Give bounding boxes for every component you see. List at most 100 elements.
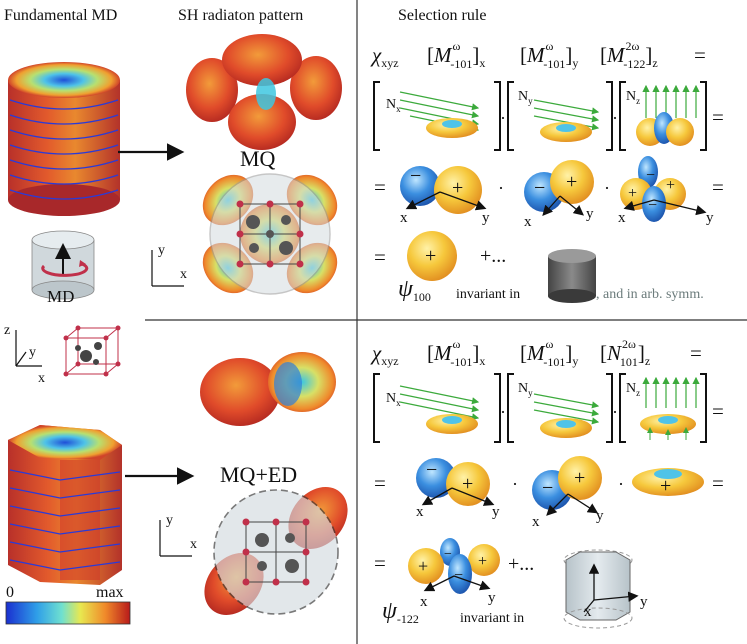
svg-text:=: = (374, 245, 386, 269)
svg-text:ψ-122: ψ-122 (382, 598, 419, 626)
svg-text:x: x (532, 514, 540, 530)
svg-text:−: − (646, 167, 655, 184)
colorbar-min-label: 0 (6, 584, 14, 601)
md-cylinder-bottom (8, 425, 122, 585)
svg-text:invariant in: invariant in (456, 287, 520, 302)
svg-text:Nx: Nx (386, 97, 401, 114)
svg-text:x: x (420, 594, 428, 610)
svg-text:=: = (712, 175, 724, 199)
grey-cylinder (548, 249, 596, 303)
svg-text:+: + (425, 245, 436, 267)
svg-text:·: · (498, 178, 504, 198)
svg-text:·: · (618, 474, 624, 494)
svg-text:[Mω-101]x: [Mω -101]x (427, 337, 485, 369)
svg-text:=: = (712, 471, 724, 495)
bottom-rule-dipoles: = − + x y · − + x y · + = (374, 456, 724, 530)
svg-text:invariant in: invariant in (460, 611, 524, 626)
svg-text:y: y (488, 590, 496, 606)
svg-text:ψ100: ψ100 (398, 276, 431, 304)
axes-xy-bottom (159, 520, 192, 557)
axis-z-label: z (4, 323, 10, 338)
svg-text:y: y (596, 508, 604, 524)
svg-text:Nx: Nx (386, 391, 401, 408)
axis-x-bottom: x (190, 537, 197, 552)
svg-text:=: = (712, 399, 724, 423)
svg-text:+: + (418, 556, 428, 576)
svg-text:y: y (586, 206, 594, 222)
svg-text:Ny: Ny (518, 381, 533, 398)
svg-text:y: y (706, 210, 714, 226)
svg-text:·: · (612, 402, 618, 422)
svg-text:=: = (712, 105, 724, 129)
svg-text:=: = (694, 43, 706, 67)
svg-text:+: + (478, 553, 487, 570)
svg-text:y: y (482, 210, 490, 226)
md-symbol: MD (31, 230, 95, 306)
svg-text:·: · (512, 474, 518, 494)
header-selection-rule: Selection rule (398, 7, 486, 24)
md-label: MD (47, 287, 74, 306)
svg-text:[M2ω-122]z: [M2ω -122]z (600, 39, 658, 71)
svg-text:+: + (628, 185, 637, 202)
svg-text:x: x (416, 504, 424, 520)
sh-pattern-2d-bottom (204, 487, 348, 615)
svg-text:=: = (690, 341, 702, 365)
svg-text:−: − (542, 477, 553, 499)
colorbar-max-label: max (96, 584, 124, 601)
label-mq: MQ (240, 146, 276, 171)
sh-pattern-2d-top (202, 173, 338, 295)
bottom-rule-result: = + + − − x y +... ψ-122 invariant in x … (374, 538, 648, 629)
crystal-cube (63, 325, 121, 377)
axis-x-label: x (38, 371, 45, 386)
header-sh-pattern: SH radiaton pattern (178, 7, 303, 24)
top-rule-result: = + +... ψ100 invariant in , and in arb.… (374, 231, 704, 304)
label-mq-ed: MQ+ED (220, 462, 297, 487)
svg-text:x: x (400, 210, 408, 226)
svg-text:+...: +... (480, 245, 506, 267)
svg-text:·: · (612, 108, 618, 128)
svg-text:·: · (500, 402, 506, 422)
svg-text:·: · (604, 178, 610, 198)
svg-text:=: = (374, 551, 386, 575)
svg-text:+: + (660, 475, 671, 497)
sh-pattern-3d-bottom (200, 352, 336, 426)
glass-hex-cylinder (563, 549, 639, 629)
svg-text:χxyz: χxyz (370, 341, 399, 368)
svg-text:x: x (618, 210, 626, 226)
svg-text:Nz: Nz (626, 381, 640, 398)
svg-text:=: = (374, 471, 386, 495)
svg-text:[Mω-101]x: [Mω -101]x (427, 39, 485, 71)
axes-xyz (15, 330, 42, 367)
bottom-rule-equation: χxyz [Mω -101]x [Mω -101]y [N2ω 101]z = (370, 337, 702, 369)
svg-text:+: + (666, 177, 675, 194)
axis-x-top: x (180, 267, 187, 282)
top-rule-n-operators: Nx · Ny · Nz (373, 81, 724, 151)
svg-text:x: x (524, 214, 532, 230)
sh-pattern-3d-top (186, 34, 342, 150)
header-fundamental-md: Fundamental MD (4, 7, 117, 24)
svg-text:+...: +... (508, 553, 534, 575)
bottom-rule-n-operators: Nx · Ny · Nz (373, 373, 724, 443)
svg-text:−: − (648, 197, 657, 214)
axis-y-label: y (29, 345, 36, 360)
svg-text:·: · (500, 108, 506, 128)
svg-text:x: x (584, 604, 592, 620)
svg-text:, and in arb. symm.: , and in arb. symm. (596, 287, 704, 302)
svg-text:[Mω-101]y: [Mω -101]y (520, 39, 578, 71)
svg-text:y: y (492, 504, 500, 520)
axes-xy-top (151, 250, 184, 287)
svg-text:+: + (452, 177, 463, 199)
axis-y-bottom: y (166, 513, 173, 528)
svg-text:Nz: Nz (626, 89, 640, 106)
svg-text:+: + (566, 171, 577, 193)
svg-text:−: − (426, 459, 437, 481)
axis-y-top: y (158, 243, 165, 258)
svg-text:[Mω-101]y: [Mω -101]y (520, 337, 578, 369)
svg-text:Ny: Ny (518, 89, 533, 106)
svg-text:−: − (410, 165, 421, 187)
svg-text:+: + (574, 467, 585, 489)
svg-text:=: = (374, 175, 386, 199)
svg-text:−: − (454, 567, 463, 584)
